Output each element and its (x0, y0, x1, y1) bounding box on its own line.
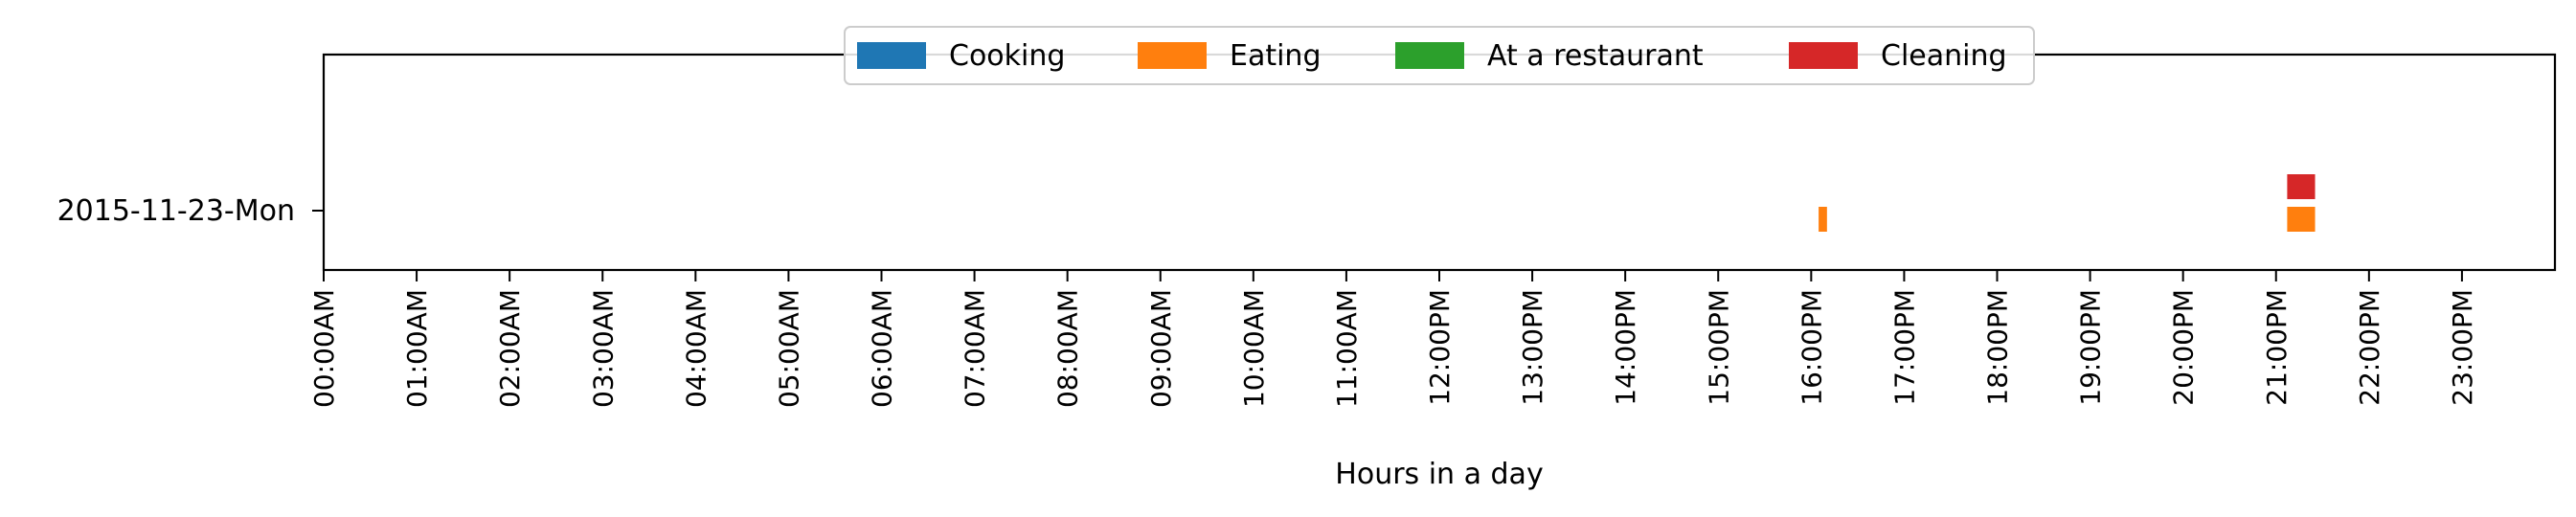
x-tick-label: 11:00AM (1331, 289, 1363, 408)
x-tick-label: 03:00AM (587, 289, 619, 408)
event-marks (1819, 174, 2316, 232)
x-tick-label: 09:00AM (1145, 289, 1177, 408)
x-tick-label: 22:00PM (2354, 289, 2385, 406)
legend-swatch (857, 42, 926, 69)
legend-swatch (1138, 42, 1207, 69)
legend-label: Eating (1230, 39, 1322, 73)
x-tick-label: 06:00AM (867, 289, 898, 408)
x-tick-label: 20:00PM (2168, 289, 2200, 406)
x-tick-label: 02:00AM (494, 289, 526, 408)
legend-swatch (1789, 42, 1858, 69)
x-tick-label: 10:00AM (1238, 289, 1270, 408)
legend-label: Cooking (949, 39, 1065, 73)
x-tick-label: 12:00PM (1424, 289, 1456, 406)
x-tick-label: 05:00AM (773, 289, 804, 408)
x-tick-label: 17:00PM (1888, 289, 1920, 406)
x-tick-label: 01:00AM (401, 289, 433, 408)
x-tick-label: 07:00AM (960, 289, 991, 408)
legend-swatch (1395, 42, 1464, 69)
event-bar-cleaning (2287, 174, 2316, 199)
x-tick-label: 18:00PM (1982, 289, 2014, 406)
x-tick-label: 00:00AM (308, 289, 340, 408)
event-bar-eating (2287, 207, 2316, 232)
x-tick-label: 16:00PM (1796, 289, 1827, 406)
x-tick-label: 13:00PM (1517, 289, 1548, 406)
x-tick-label: 21:00PM (2261, 289, 2293, 406)
x-tick-label: 19:00PM (2075, 289, 2107, 406)
y-ticks: 2015-11-23-Mon (57, 194, 324, 228)
y-tick-label: 2015-11-23-Mon (57, 194, 295, 228)
x-axis-label: Hours in a day (1335, 458, 1543, 491)
x-tick-label: 15:00PM (1703, 289, 1734, 406)
legend-label: At a restaurant (1487, 39, 1704, 73)
event-bar-eating (1819, 207, 1827, 232)
x-tick-label: 23:00PM (2447, 289, 2478, 406)
legend: Cooking Eating At a restaurant Cleaning (844, 26, 2035, 85)
legend-label: Cleaning (1881, 39, 2007, 73)
x-tick-label: 14:00PM (1610, 289, 1641, 406)
x-tick-label: 04:00AM (680, 289, 712, 408)
plot-frame (322, 53, 2557, 272)
x-ticks: 00:00AM 01:00AM 02:00AM 03:00AM 04:00AM 05:00… (308, 270, 2478, 408)
x-tick-label: 08:00AM (1052, 289, 1084, 408)
